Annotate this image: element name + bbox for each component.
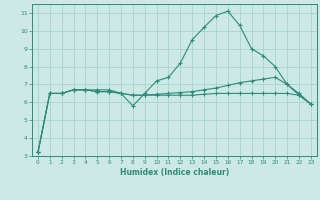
- X-axis label: Humidex (Indice chaleur): Humidex (Indice chaleur): [120, 168, 229, 177]
